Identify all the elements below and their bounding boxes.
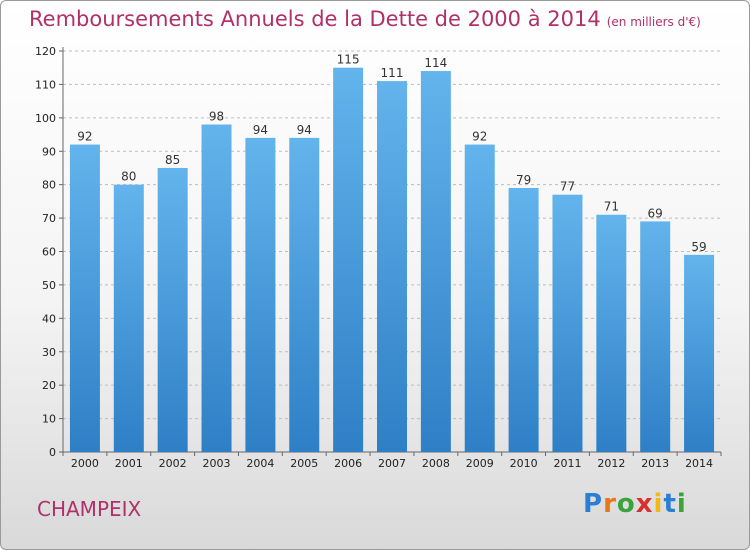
bar: [333, 67, 364, 452]
y-tick-label: 80: [42, 179, 56, 192]
y-tick-label: 60: [42, 246, 56, 259]
labels: 92 2000 80 2001 85 2002 98 2003 94 2004 94 2005 115 2…: [71, 53, 713, 470]
value-label: 71: [604, 200, 619, 214]
bar: [508, 188, 539, 452]
x-tick-label: 2002: [159, 457, 187, 470]
value-label: 77: [560, 180, 575, 194]
y-tick-label: 10: [42, 413, 56, 426]
bar: [377, 81, 407, 452]
x-tick-label: 2010: [510, 457, 538, 470]
value-label: 69: [648, 206, 663, 220]
x-tick-label: 2006: [334, 457, 362, 470]
bar: [157, 167, 188, 453]
y-tick-label: 110: [35, 78, 56, 91]
value-label: 92: [77, 130, 92, 144]
x-tick-label: 2014: [685, 457, 713, 470]
bar: [464, 144, 495, 453]
value-label: 114: [424, 56, 447, 70]
bar: [596, 214, 627, 452]
logo-letter: o: [616, 489, 636, 519]
logo-letter: x: [635, 489, 654, 519]
x-tick-label: 2005: [290, 457, 318, 470]
x-tick-label: 2012: [597, 457, 625, 470]
y-tick-label: 70: [42, 212, 56, 225]
y-tick-label: 90: [42, 145, 56, 158]
x-tick-label: 2008: [422, 457, 450, 470]
value-label: 115: [337, 53, 360, 67]
bar: [245, 137, 276, 452]
x-tick-label: 2009: [466, 457, 494, 470]
bar: [552, 194, 583, 453]
x-tick-label: 2007: [378, 457, 406, 470]
value-label: 85: [165, 153, 180, 167]
logo-letter: i: [676, 489, 687, 519]
x-tick-label: 2011: [553, 457, 581, 470]
y-tick-label: 20: [42, 379, 56, 392]
y-tick-label: 120: [35, 45, 56, 58]
x-tick-label: 2000: [71, 457, 99, 470]
value-label: 94: [253, 123, 268, 137]
bar: [201, 124, 232, 453]
bars: [69, 67, 715, 453]
bar: [640, 221, 671, 452]
value-label: 92: [472, 130, 487, 144]
value-label: 94: [297, 123, 312, 137]
value-label: 59: [691, 240, 706, 254]
y-tick-label: 100: [35, 112, 56, 125]
value-label: 79: [516, 173, 531, 187]
bar: [69, 144, 100, 453]
chart-title: Remboursements Annuels de la Dette de 20…: [29, 7, 701, 31]
value-label: 98: [209, 110, 224, 124]
bar: [420, 71, 451, 453]
chart-subtitle: (en milliers d'€): [606, 15, 701, 29]
logo-letter: i: [653, 489, 664, 519]
chart-title-text: Remboursements Annuels de la Dette de 20…: [29, 7, 601, 31]
bar: [684, 254, 715, 452]
place-name: CHAMPEIX: [37, 497, 142, 521]
value-label: 111: [381, 66, 404, 80]
bar: [289, 137, 320, 452]
logo-letter: t: [663, 489, 677, 519]
x-tick-label: 2003: [203, 457, 231, 470]
y-tick-label: 40: [42, 312, 56, 325]
logo-letter: r: [603, 489, 617, 519]
bar: [113, 184, 144, 452]
logo-letter: P: [583, 489, 604, 519]
x-tick-label: 2001: [115, 457, 143, 470]
y-tick-label: 30: [42, 346, 56, 359]
value-label: 80: [121, 170, 136, 184]
proxiti-logo: Proxiti: [583, 489, 687, 519]
x-tick-label: 2013: [641, 457, 669, 470]
y-tick-label: 0: [49, 446, 56, 459]
x-tick-label: 2004: [246, 457, 274, 470]
y-tick-label: 50: [42, 279, 56, 292]
